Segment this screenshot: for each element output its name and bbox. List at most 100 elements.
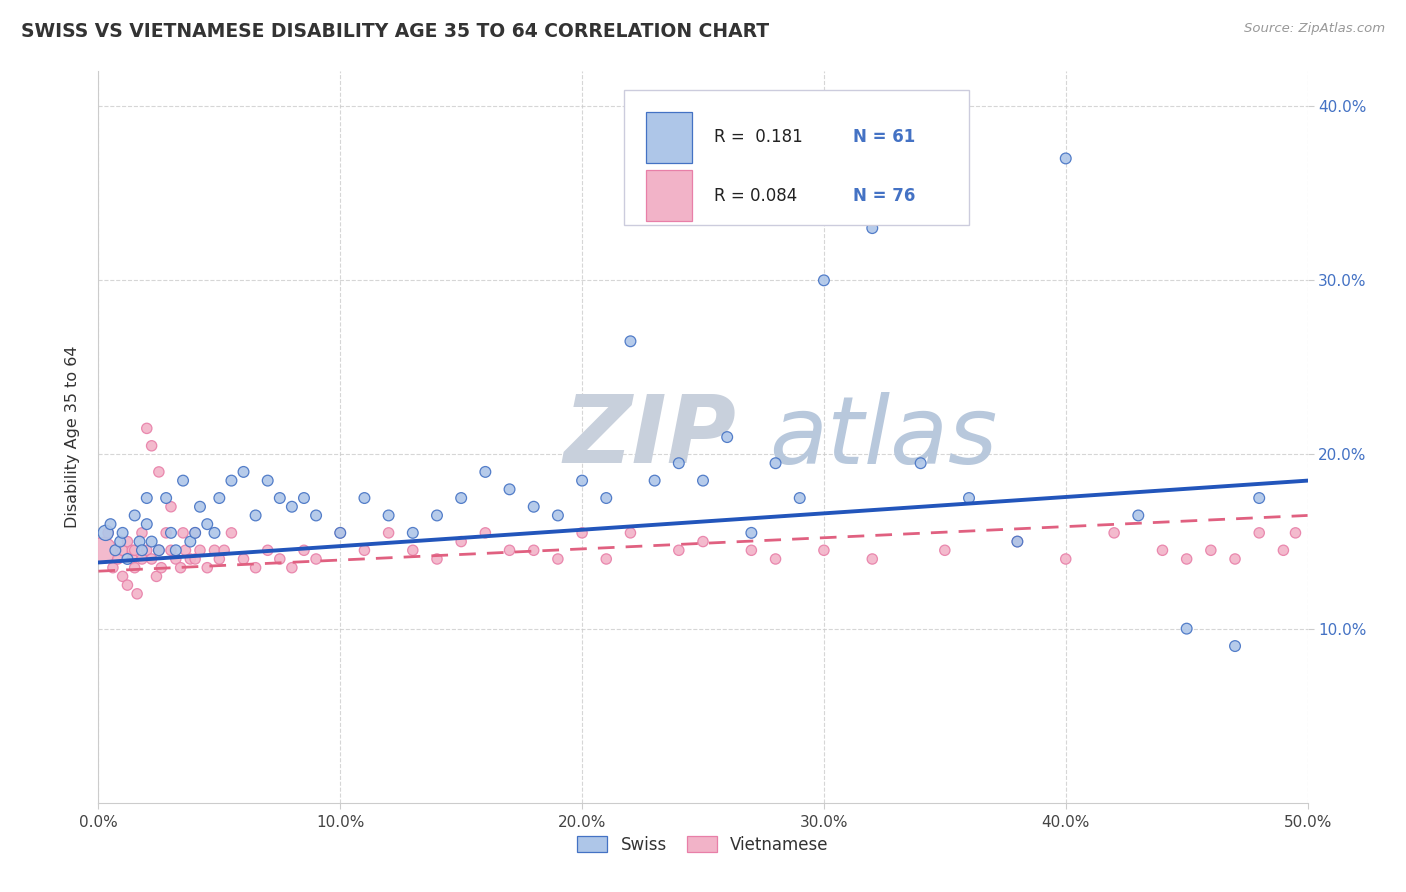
Point	[619, 525, 641, 540]
Point	[124, 543, 146, 558]
Point	[155, 491, 177, 505]
Text: Source: ZipAtlas.com: Source: ZipAtlas.com	[1244, 22, 1385, 36]
Point	[789, 491, 811, 505]
Point	[195, 560, 218, 574]
Point	[571, 474, 593, 488]
Point	[292, 543, 315, 558]
Point	[148, 543, 170, 558]
Point	[765, 552, 787, 566]
Point	[547, 508, 569, 523]
Point	[595, 491, 617, 505]
Point	[117, 534, 139, 549]
Point	[668, 456, 690, 470]
Point	[934, 543, 956, 558]
Point	[165, 552, 187, 566]
Point	[232, 465, 254, 479]
Point	[1199, 543, 1222, 558]
Point	[101, 560, 124, 574]
Point	[1223, 639, 1246, 653]
Point	[179, 552, 201, 566]
Point	[184, 525, 207, 540]
Point	[208, 491, 231, 505]
Bar	[647, 112, 692, 163]
Point	[256, 543, 278, 558]
Point	[957, 491, 980, 505]
Point	[668, 543, 690, 558]
Point	[353, 491, 375, 505]
Point	[135, 543, 157, 558]
Point	[1249, 525, 1271, 540]
Point	[221, 525, 243, 540]
Point	[498, 543, 520, 558]
Point	[145, 569, 167, 583]
Point	[740, 525, 762, 540]
Point	[1284, 525, 1306, 540]
Point	[111, 525, 134, 540]
Point	[402, 525, 425, 540]
Point	[716, 430, 738, 444]
Point	[1128, 508, 1150, 523]
Point	[121, 552, 143, 566]
Point	[160, 525, 183, 540]
Point	[160, 543, 183, 558]
Point	[160, 500, 183, 514]
Point	[523, 543, 546, 558]
Point	[813, 273, 835, 287]
Point	[426, 552, 449, 566]
Bar	[647, 170, 692, 221]
Point	[765, 456, 787, 470]
Legend: Swiss, Vietnamese: Swiss, Vietnamese	[571, 829, 835, 860]
Point	[172, 474, 194, 488]
Point	[523, 500, 546, 514]
Point	[1249, 491, 1271, 505]
Text: R = 0.084: R = 0.084	[714, 186, 797, 204]
Point	[1102, 525, 1125, 540]
Point	[131, 552, 153, 566]
Point	[91, 543, 114, 558]
Point	[644, 474, 666, 488]
Point	[245, 508, 267, 523]
Point	[329, 525, 352, 540]
Text: N = 76: N = 76	[853, 186, 915, 204]
Point	[155, 525, 177, 540]
Point	[269, 491, 291, 505]
Text: ZIP: ZIP	[564, 391, 737, 483]
Point	[547, 552, 569, 566]
Point	[131, 543, 153, 558]
Point	[135, 491, 157, 505]
Point	[426, 508, 449, 523]
Point	[135, 517, 157, 532]
Text: atlas: atlas	[769, 392, 998, 483]
Point	[117, 552, 139, 566]
Point	[104, 543, 127, 558]
Point	[329, 525, 352, 540]
FancyBboxPatch shape	[624, 89, 969, 225]
Point	[117, 578, 139, 592]
Point	[860, 552, 883, 566]
Point	[108, 534, 131, 549]
Text: SWISS VS VIETNAMESE DISABILITY AGE 35 TO 64 CORRELATION CHART: SWISS VS VIETNAMESE DISABILITY AGE 35 TO…	[21, 22, 769, 41]
Point	[188, 543, 211, 558]
Point	[740, 543, 762, 558]
Point	[221, 474, 243, 488]
Point	[111, 569, 134, 583]
Point	[188, 500, 211, 514]
Point	[131, 525, 153, 540]
Point	[377, 508, 399, 523]
Point	[100, 517, 122, 532]
Point	[179, 534, 201, 549]
Y-axis label: Disability Age 35 to 64: Disability Age 35 to 64	[65, 346, 80, 528]
Point	[172, 525, 194, 540]
Point	[111, 543, 134, 558]
Point	[910, 456, 932, 470]
Point	[124, 508, 146, 523]
Point	[402, 543, 425, 558]
Point	[1007, 534, 1029, 549]
Point	[232, 552, 254, 566]
Point	[124, 560, 146, 574]
Point	[860, 221, 883, 235]
Point	[204, 543, 226, 558]
Point	[353, 543, 375, 558]
Point	[141, 534, 163, 549]
Point	[813, 543, 835, 558]
